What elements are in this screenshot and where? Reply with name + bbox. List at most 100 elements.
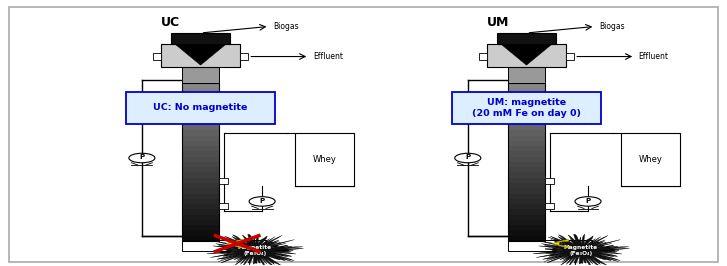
Bar <box>182 193 220 199</box>
Bar <box>507 151 545 157</box>
Bar <box>182 162 220 167</box>
Bar <box>182 204 220 209</box>
FancyBboxPatch shape <box>9 7 718 262</box>
Bar <box>171 33 230 44</box>
FancyArrow shape <box>553 239 569 248</box>
Bar <box>507 83 545 241</box>
Bar <box>182 172 220 178</box>
Bar <box>545 178 554 184</box>
Bar <box>182 225 220 230</box>
Bar <box>507 209 545 215</box>
Bar <box>507 235 545 241</box>
Bar <box>507 220 545 225</box>
Bar <box>182 120 220 125</box>
Bar <box>507 130 545 136</box>
Bar <box>507 230 545 236</box>
Bar <box>182 240 267 251</box>
Bar <box>182 188 220 194</box>
Text: P: P <box>465 154 470 160</box>
Bar <box>182 183 220 188</box>
Circle shape <box>455 153 481 163</box>
FancyBboxPatch shape <box>126 92 275 124</box>
Bar <box>182 125 220 130</box>
Text: Effluent: Effluent <box>313 52 343 61</box>
Bar <box>182 98 220 104</box>
Polygon shape <box>207 234 304 266</box>
Bar <box>182 209 220 215</box>
Bar <box>507 135 545 141</box>
Bar <box>507 114 545 120</box>
Bar <box>507 172 545 178</box>
Text: Effluent: Effluent <box>639 52 669 61</box>
Text: UM: UM <box>486 16 509 29</box>
Bar <box>507 198 545 204</box>
Text: P: P <box>585 198 590 204</box>
Bar <box>507 177 545 183</box>
Bar <box>182 214 220 220</box>
Text: UM: magnetite
(20 mM Fe on day 0): UM: magnetite (20 mM Fe on day 0) <box>472 98 581 118</box>
Text: Whey: Whey <box>638 155 662 164</box>
Bar <box>507 67 545 83</box>
Text: Whey: Whey <box>313 155 337 164</box>
Text: Magnetite
(Fe₃O₄): Magnetite (Fe₃O₄) <box>563 245 598 256</box>
Bar <box>621 133 680 186</box>
Bar <box>507 83 545 88</box>
Bar <box>182 151 220 157</box>
Bar <box>507 88 545 94</box>
Text: UC: UC <box>161 16 180 29</box>
Bar <box>507 141 545 146</box>
Bar <box>153 53 161 60</box>
Circle shape <box>249 197 275 206</box>
Polygon shape <box>176 45 225 65</box>
Bar <box>507 204 545 209</box>
Text: UC: No magnetite: UC: No magnetite <box>153 103 248 113</box>
Bar <box>220 178 228 184</box>
Bar <box>507 109 545 115</box>
Bar <box>182 167 220 172</box>
Bar <box>182 235 220 241</box>
Bar <box>507 125 545 130</box>
Bar <box>545 203 554 209</box>
Bar <box>294 133 354 186</box>
Bar <box>507 93 545 99</box>
Bar <box>182 114 220 120</box>
Bar <box>507 188 545 194</box>
Bar <box>182 104 220 109</box>
Bar <box>497 33 556 44</box>
Bar <box>182 177 220 183</box>
Bar <box>182 130 220 136</box>
Bar <box>507 214 545 220</box>
Bar <box>182 109 220 115</box>
Bar <box>507 156 545 162</box>
FancyArrow shape <box>227 239 243 248</box>
Bar <box>182 83 220 241</box>
Bar <box>182 141 220 146</box>
Bar <box>182 83 220 88</box>
Bar <box>241 53 249 60</box>
Text: Magnetite
(Fe₃O₄): Magnetite (Fe₃O₄) <box>238 245 272 256</box>
FancyBboxPatch shape <box>452 92 601 124</box>
Bar <box>507 98 545 104</box>
Polygon shape <box>502 45 551 65</box>
Circle shape <box>129 153 155 163</box>
Bar <box>182 220 220 225</box>
Bar <box>182 230 220 236</box>
Circle shape <box>575 197 601 206</box>
Text: Biogas: Biogas <box>273 22 299 31</box>
Bar <box>507 162 545 167</box>
Bar <box>161 44 241 67</box>
Bar <box>182 88 220 94</box>
Bar <box>478 53 486 60</box>
Bar <box>507 120 545 125</box>
Bar <box>182 198 220 204</box>
Bar <box>507 193 545 199</box>
Bar <box>507 146 545 151</box>
Text: P: P <box>260 198 265 204</box>
Text: Biogas: Biogas <box>599 22 624 31</box>
Bar <box>507 167 545 172</box>
Bar <box>182 146 220 151</box>
Bar <box>486 44 566 67</box>
Bar <box>507 183 545 188</box>
Bar <box>182 135 220 141</box>
Bar <box>182 93 220 99</box>
